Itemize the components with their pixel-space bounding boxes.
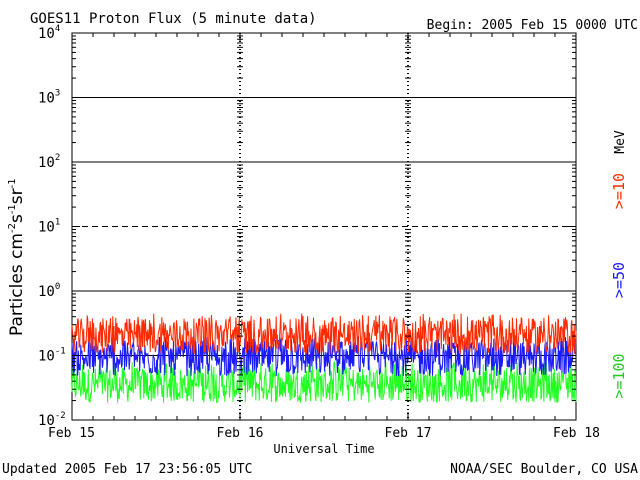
legend-series-50: >=50 [610, 262, 628, 298]
x-tick-label: Feb 18 [553, 426, 600, 441]
x-tick-label: Feb 16 [217, 426, 264, 441]
y-tick-label: 103 [38, 89, 60, 107]
x-axis-ticks: Feb 15 Feb 16 Feb 17 Feb 18 [48, 33, 600, 441]
y-tick-label: 104 [38, 24, 60, 42]
y-tick-label: 100 [38, 282, 60, 300]
chart-title: GOES11 Proton Flux (5 minute data) [30, 11, 317, 27]
data-source: NOAA/SEC Boulder, CO USA [450, 462, 638, 477]
legend-series-10: >=10 [610, 173, 628, 209]
y-axis-label: Particles cm-2s-1sr-1 [7, 178, 27, 336]
series-trace [71, 360, 577, 404]
legend-series-100: >=100 [610, 353, 628, 398]
series-trace [71, 313, 577, 355]
y-tick-label: 102 [38, 153, 60, 171]
y-tick-label: 10-2 [38, 411, 66, 429]
begin-time: Begin: 2005 Feb 15 0000 UTC [427, 18, 638, 33]
y-axis-ticks: 10-2 10-1 100 101 102 103 104 [38, 24, 576, 429]
series-trace [71, 336, 577, 377]
flux-traces [71, 313, 577, 404]
day-separators [239, 33, 409, 420]
y-tick-label: 101 [38, 218, 60, 236]
legend-unit: MeV [613, 130, 628, 154]
updated-time: Updated 2005 Feb 17 23:56:05 UTC [2, 462, 252, 477]
x-tick-label: Feb 15 [48, 426, 95, 441]
x-tick-label: Feb 17 [385, 426, 432, 441]
y-tick-label: 10-1 [38, 347, 66, 365]
x-axis-label: Universal Time [273, 442, 374, 456]
